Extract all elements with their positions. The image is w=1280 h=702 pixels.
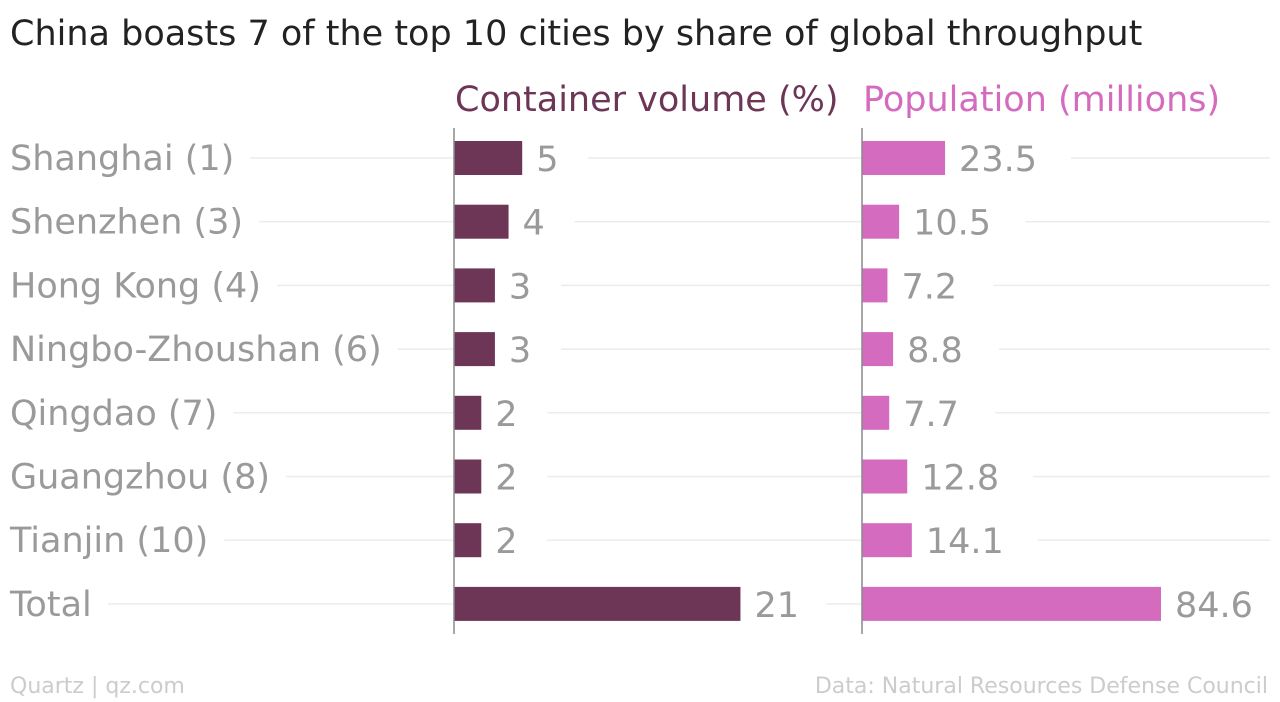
value-label-population-millions-shenzhen-3: 10.5: [913, 204, 991, 244]
value-label-container-volume-total: 21: [754, 586, 799, 626]
category-label-bg-tianjin-10: [0, 516, 225, 565]
category-label-bg-shenzhen-3: [0, 197, 260, 246]
category-label-bg-ningbo-zhoushan-6: [0, 325, 398, 374]
footer-source: Data: Natural Resources Defense Council: [814, 674, 1268, 699]
category-label-bg-qingdao-7: [0, 388, 234, 437]
value-label-population-millions-tianjin-10: 14.1: [926, 522, 1004, 562]
category-label-bg-guangzhou-8: [0, 452, 287, 501]
bar-population-millions-tianjin-10: [862, 523, 912, 558]
bar-container-volume-tianjin-10: [454, 523, 482, 558]
value-label-population-millions-qingdao-7: 7.7: [903, 395, 959, 435]
value-label-population-millions-shanghai-1: 23.5: [959, 140, 1037, 180]
bar-population-millions-total: [862, 586, 1161, 621]
category-label-tianjin-10: Tianjin (10): [9, 521, 208, 561]
bar-population-millions-ningbo-zhoushan-6: [862, 332, 894, 367]
value-label-container-volume-guangzhou-8: 2: [495, 459, 517, 499]
value-label-population-millions-total: 84.6: [1175, 586, 1253, 626]
chart-title: China boasts 7 of the top 10 cities by s…: [10, 14, 1143, 54]
bar-container-volume-shanghai-1: [454, 141, 523, 175]
bar-population-millions-shenzhen-3: [862, 204, 900, 239]
value-label-container-volume-shanghai-1: 5: [536, 140, 558, 180]
category-label-bg-shanghai-1: [0, 134, 251, 182]
bar-container-volume-hong-kong-4: [454, 268, 495, 303]
category-label-shenzhen-3: Shenzhen (3): [10, 203, 243, 243]
category-label-ningbo-zhoushan-6: Ningbo-Zhoushan (6): [10, 330, 382, 370]
bar-population-millions-guangzhou-8: [862, 459, 908, 494]
category-label-bg-hong-kong-4: [0, 261, 277, 310]
value-label-container-volume-qingdao-7: 2: [495, 395, 517, 435]
category-label-shanghai-1: Shanghai (1): [10, 139, 234, 179]
value-label-population-millions-guangzhou-8: 12.8: [921, 459, 999, 499]
value-label-container-volume-ningbo-zhoushan-6: 3: [509, 331, 531, 371]
category-label-qingdao-7: Qingdao (7): [10, 394, 217, 434]
category-label-guangzhou-8: Guangzhou (8): [10, 458, 270, 498]
category-label-total: Total: [9, 585, 92, 625]
bar-population-millions-qingdao-7: [862, 395, 890, 430]
series-header-container-volume: Container volume (%): [455, 80, 839, 120]
bar-container-volume-ningbo-zhoushan-6: [454, 332, 495, 367]
series-header-population: Population (millions): [863, 80, 1221, 120]
value-label-container-volume-hong-kong-4: 3: [509, 267, 531, 307]
bar-container-volume-total: [454, 586, 741, 621]
value-label-population-millions-hong-kong-4: 7.2: [901, 267, 957, 307]
value-label-container-volume-shenzhen-3: 4: [523, 204, 545, 244]
value-label-container-volume-tianjin-10: 2: [495, 522, 517, 562]
bar-container-volume-shenzhen-3: [454, 204, 509, 239]
bar-container-volume-guangzhou-8: [454, 459, 482, 494]
footer-credit: Quartz | qz.com: [10, 674, 185, 699]
bar-container-volume-qingdao-7: [454, 395, 482, 430]
category-label-hong-kong-4: Hong Kong (4): [10, 266, 261, 306]
value-label-population-millions-ningbo-zhoushan-6: 8.8: [907, 331, 963, 371]
category-label-bg-total: [0, 579, 108, 628]
bar-population-millions-shanghai-1: [862, 141, 946, 175]
bar-population-millions-hong-kong-4: [862, 268, 888, 303]
